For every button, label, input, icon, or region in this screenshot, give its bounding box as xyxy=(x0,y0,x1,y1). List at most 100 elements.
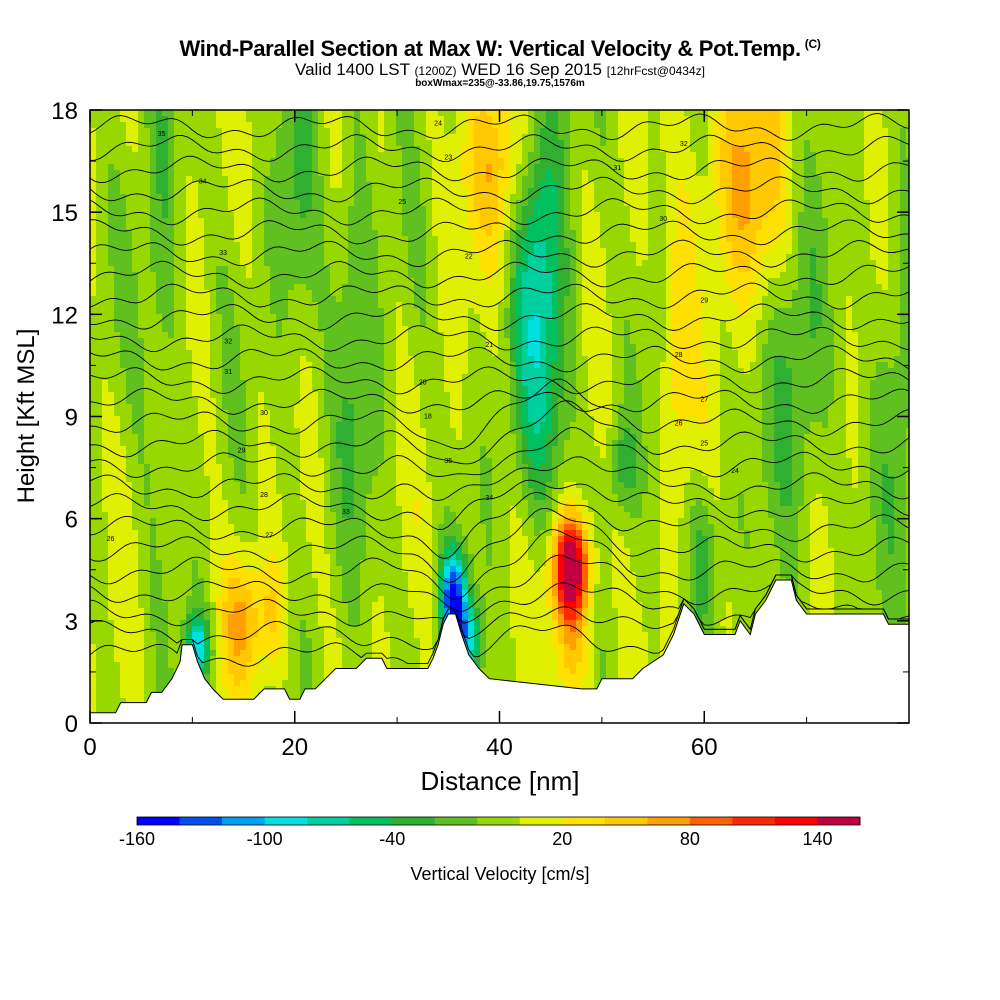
isentrope-label: 30 xyxy=(260,410,268,417)
isentrope-label: 28 xyxy=(260,492,268,499)
colorbar-tick-label: -100 xyxy=(247,829,283,849)
colorbar-tick-label: 80 xyxy=(680,829,700,849)
x-axis-label: Distance [nm] xyxy=(421,766,580,796)
x-tick-label: 20 xyxy=(281,734,308,761)
isentrope-label: 26 xyxy=(675,420,683,427)
colorbar-swatch xyxy=(732,817,776,825)
isentropes xyxy=(90,113,909,667)
valid-forecast: [12hrFcst@0434z] xyxy=(606,64,705,78)
colorbar-swatch xyxy=(604,817,648,825)
isentrope-label: 34 xyxy=(199,179,207,186)
isentrope-label: 34 xyxy=(485,495,493,502)
isentrope-label: 31 xyxy=(613,165,621,172)
colorbar-tick-label: 20 xyxy=(552,829,572,849)
colorbar-tick-label: 140 xyxy=(802,829,832,849)
isentrope-line xyxy=(90,345,909,374)
colorbar-swatch xyxy=(647,817,691,825)
isentrope-line xyxy=(90,282,909,310)
isentrope-line xyxy=(90,529,909,600)
isentrope-label: 29 xyxy=(238,448,246,455)
isentrope-label: 30 xyxy=(659,216,667,223)
y-tick-label: 9 xyxy=(65,405,78,432)
isentrope-labels: 35 34 33 32 31 30 29 28 27 26 25 24 23 22 21 20 18 35 34 33… xyxy=(107,121,739,543)
isentrope-line xyxy=(90,491,909,559)
colorbar: -160 -100 -40 20 80 140 xyxy=(119,816,861,849)
isentrope-label: 29 xyxy=(700,298,708,305)
y-tick-label: 6 xyxy=(65,507,78,534)
isentrope-line xyxy=(90,239,909,268)
isentrope-label: 22 xyxy=(465,253,473,260)
isentrope-line xyxy=(90,479,909,530)
colorbar-swatch xyxy=(349,817,393,825)
y-tick-label: 12 xyxy=(51,302,78,329)
isentrope-label: 25 xyxy=(398,199,406,206)
isentrope-line xyxy=(90,134,909,163)
colorbar-swatch xyxy=(264,817,308,825)
isentrope-line xyxy=(90,400,909,465)
colorbar-swatch xyxy=(222,817,266,825)
isentrope-label: 27 xyxy=(700,396,708,403)
isentrope-label: 33 xyxy=(219,250,227,257)
velocity-field xyxy=(90,110,909,723)
colorbar-swatch xyxy=(137,817,181,825)
isentrope-line xyxy=(90,456,909,502)
isentrope-label: 18 xyxy=(424,414,432,421)
isentrope-label: 31 xyxy=(224,369,232,376)
valid-utc: (1200Z) xyxy=(414,64,457,78)
colorbar-swatch xyxy=(434,817,478,825)
isentrope-label: 28 xyxy=(675,352,683,359)
isentrope-label: 32 xyxy=(224,339,232,346)
y-tick-label: 15 xyxy=(51,200,78,227)
isentrope-label: 24 xyxy=(731,468,739,475)
isentrope-label: 21 xyxy=(485,342,493,349)
isentrope-label: 20 xyxy=(419,379,427,386)
isentrope-line xyxy=(90,378,909,450)
x-tick-label: 60 xyxy=(691,734,718,761)
y-tick-label: 0 xyxy=(65,711,78,738)
isentrope-label: 25 xyxy=(700,441,708,448)
valid-time-line: Valid 1400 LST (1200Z) WED 16 Sep 2015 [… xyxy=(0,60,1000,80)
colorbar-swatch xyxy=(562,817,606,825)
isentrope-label: 35 xyxy=(444,458,452,465)
box-wmax-info: boxWmax=235@-33.86,19.75,1576m xyxy=(415,78,585,89)
colorbar-swatch xyxy=(179,817,223,825)
isentrope-line xyxy=(90,427,909,479)
colorbar-swatch xyxy=(774,817,818,825)
isentrope-label: 23 xyxy=(444,155,452,162)
isentrope-line xyxy=(90,197,909,226)
colorbar-frame xyxy=(136,816,861,826)
terrain-mask xyxy=(90,579,909,723)
colorbar-tick-label: -160 xyxy=(119,829,155,849)
colorbar-swatch xyxy=(689,817,733,825)
colorbar-swatch xyxy=(477,817,521,825)
isentrope-line xyxy=(90,387,909,415)
valid-prefix: Valid 1400 LST xyxy=(295,60,410,79)
axes: 0 20 40 60 0 3 6 9 12 15 18 xyxy=(51,98,909,761)
isentrope-line xyxy=(90,507,909,583)
x-tick-label: 40 xyxy=(486,734,513,761)
isentrope-label: 35 xyxy=(158,131,166,138)
isentrope-line xyxy=(90,303,909,331)
y-tick-label: 3 xyxy=(65,609,78,636)
colorbar-swatch xyxy=(817,817,861,825)
colorbar-swatch xyxy=(307,817,351,825)
isentrope-line xyxy=(90,155,909,184)
colorbar-label: Vertical Velocity [cm/s] xyxy=(410,864,589,884)
chart-title: Wind-Parallel Section at Max W: Vertical… xyxy=(0,36,1000,62)
isentrope-line xyxy=(90,219,909,246)
isentrope-line xyxy=(90,176,909,205)
x-tick-label: 0 xyxy=(83,734,96,761)
isentrope-line xyxy=(90,113,909,141)
colorbar-swatch xyxy=(392,817,436,825)
isentrope-line xyxy=(90,366,909,395)
isentrope-label: 27 xyxy=(265,533,273,540)
isentrope-line xyxy=(90,324,909,353)
isentrope-label: 24 xyxy=(434,121,442,128)
chart-title-tag: (C) xyxy=(804,36,821,51)
plot-area: 35 34 33 32 31 30 29 28 27 26 25 24 23 22 21 20 18 35 34 33… xyxy=(90,110,909,723)
valid-date: WED 16 Sep 2015 xyxy=(461,60,603,79)
isentrope-line xyxy=(90,260,909,289)
y-axis-label: Height [Kft MSL] xyxy=(13,329,40,504)
isentrope-line xyxy=(90,555,909,612)
